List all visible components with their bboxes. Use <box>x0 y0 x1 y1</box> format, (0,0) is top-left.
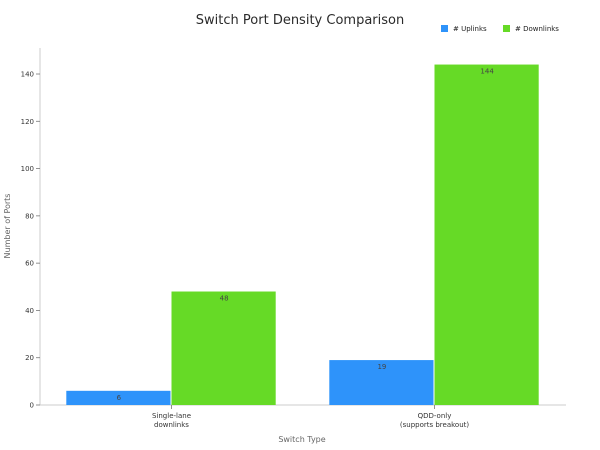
y-tick-label: 140 <box>21 71 34 79</box>
bar-value-label: 19 <box>377 363 386 371</box>
legend-label: # Downlinks <box>515 25 559 33</box>
x-tick-label: (supports breakout) <box>400 421 470 429</box>
bar-labels: 6 48 19 144 <box>117 68 495 402</box>
legend: # Uplinks # Downlinks <box>441 25 559 33</box>
bar <box>171 291 276 405</box>
chart-title: Switch Port Density Comparison <box>196 13 404 28</box>
legend-swatch <box>503 25 510 32</box>
bar <box>66 390 171 405</box>
y-tick-label: 40 <box>25 307 34 315</box>
x-axis-title: Switch Type <box>278 435 325 444</box>
bar-value-label: 144 <box>480 68 494 76</box>
bar <box>329 360 434 405</box>
y-tick-label: 60 <box>25 260 34 268</box>
y-tick-label: 80 <box>25 212 34 220</box>
bar <box>434 64 539 405</box>
y-axis-title: Number of Ports <box>3 194 12 259</box>
bars <box>66 64 539 405</box>
y-tick-label: 20 <box>25 354 34 362</box>
legend-label: # Uplinks <box>453 25 487 33</box>
bar-value-label: 48 <box>220 295 229 303</box>
x-tick-label: Single-lane <box>152 412 191 420</box>
x-tick-label: downlinks <box>154 421 189 429</box>
y-tick-label: 0 <box>30 402 34 410</box>
y-tick-label: 120 <box>21 118 34 126</box>
bar-value-label: 6 <box>117 394 122 402</box>
y-tick-label: 100 <box>21 165 34 173</box>
legend-swatch <box>441 25 448 32</box>
x-tick-label: QDD-only <box>418 412 452 420</box>
